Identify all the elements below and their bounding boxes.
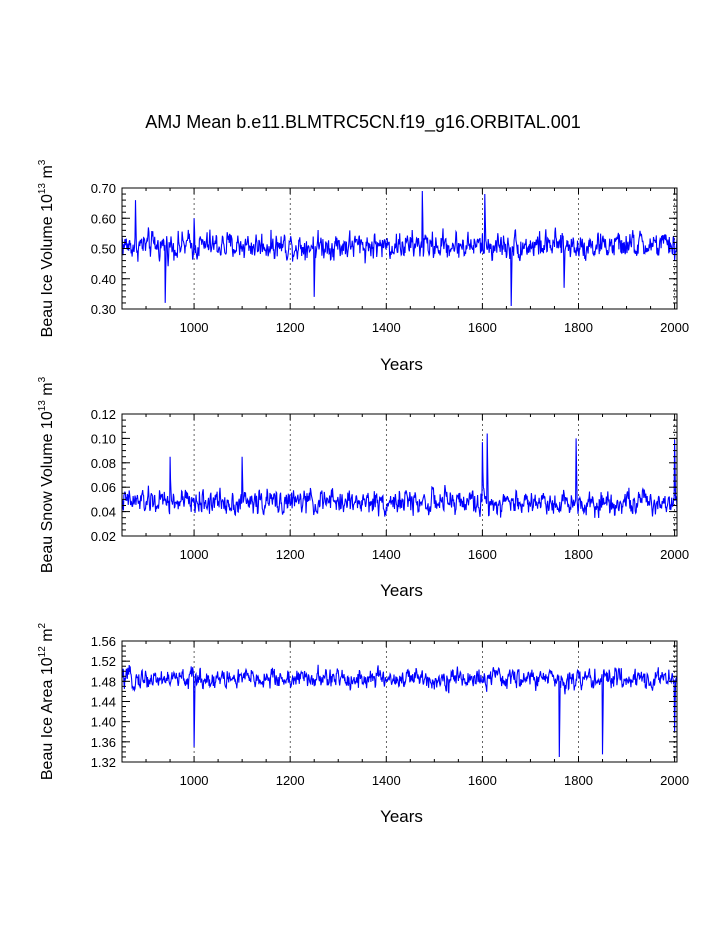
x-tick-label: 1000: [180, 773, 209, 788]
x-axis-label: Years: [380, 581, 423, 600]
y-tick-label: 0.40: [91, 272, 116, 287]
y-axis-label: Beau Ice Volume 1013 m3: [37, 159, 56, 337]
y-tick-label: 0.04: [91, 505, 116, 520]
x-tick-label: 2000: [660, 547, 689, 562]
x-tick-label: 1800: [564, 320, 593, 335]
y-tick-label: 1.56: [91, 634, 116, 649]
y-tick-label: 0.06: [91, 480, 116, 495]
x-tick-label: 1000: [180, 320, 209, 335]
y-tick-label: 0.60: [91, 211, 116, 226]
y-tick-label: 1.48: [91, 674, 116, 689]
y-tick-label: 0.30: [91, 302, 116, 317]
y-axis-label: Beau Ice Area 1012 m2: [37, 622, 56, 780]
y-tick-label: 0.70: [91, 181, 116, 196]
plot-frame: [121, 640, 678, 763]
x-axis-label: Years: [380, 807, 423, 826]
y-tick-label: 1.40: [91, 715, 116, 730]
y-tick-label: 0.02: [91, 529, 116, 544]
plot-frame: [121, 413, 678, 537]
y-tick-label: 0.10: [91, 431, 116, 446]
x-tick-label: 1800: [564, 547, 593, 562]
y-tick-label: 1.52: [91, 654, 116, 669]
y-tick-label: 1.32: [91, 755, 116, 770]
x-tick-label: 1200: [276, 547, 305, 562]
y-tick-label: 0.50: [91, 242, 116, 257]
y-tick-label: 0.12: [91, 407, 116, 422]
x-tick-label: 1000: [180, 547, 209, 562]
panel-ice-area: 1000 1200 1400 1600 1800 2000 1.32 1.36 1.40 1.44…: [37, 622, 689, 826]
x-tick-label: 1200: [276, 773, 305, 788]
series-line: [121, 190, 678, 307]
panel-snow-volume: 1000 1200 1400 1600 1800 2000 0.02 0.04 0.06 0.08…: [37, 376, 689, 600]
panel-ice-volume: 1000 1200 1400 1600 1800 2000 0.30 0.40 0.50 0.60…: [37, 159, 689, 374]
plot-frame: [121, 187, 678, 310]
x-tick-label: 2000: [660, 320, 689, 335]
y-axis-label: Beau Snow Volume 1013 m3: [37, 376, 56, 573]
chart-title: AMJ Mean b.e11.BLMTRC5CN.f19_g16.ORBITAL…: [145, 112, 581, 133]
x-tick-label: 2000: [660, 773, 689, 788]
x-tick-label: 1600: [468, 320, 497, 335]
y-tick-label: 0.08: [91, 456, 116, 471]
x-axis-label: Years: [380, 355, 423, 374]
x-tick-label: 1600: [468, 547, 497, 562]
y-tick-label: 1.44: [91, 695, 116, 710]
x-tick-label: 1400: [372, 773, 401, 788]
y-tick-label: 1.36: [91, 735, 116, 750]
x-tick-label: 1400: [372, 320, 401, 335]
series-line: [121, 664, 678, 758]
x-tick-label: 1200: [276, 320, 305, 335]
x-tick-label: 1800: [564, 773, 593, 788]
series-line: [121, 433, 678, 519]
x-tick-label: 1600: [468, 773, 497, 788]
x-tick-label: 1400: [372, 547, 401, 562]
panels: 1000 1200 1400 1600 1800 2000 0.30 0.40 0.50 0.60…: [37, 159, 689, 826]
